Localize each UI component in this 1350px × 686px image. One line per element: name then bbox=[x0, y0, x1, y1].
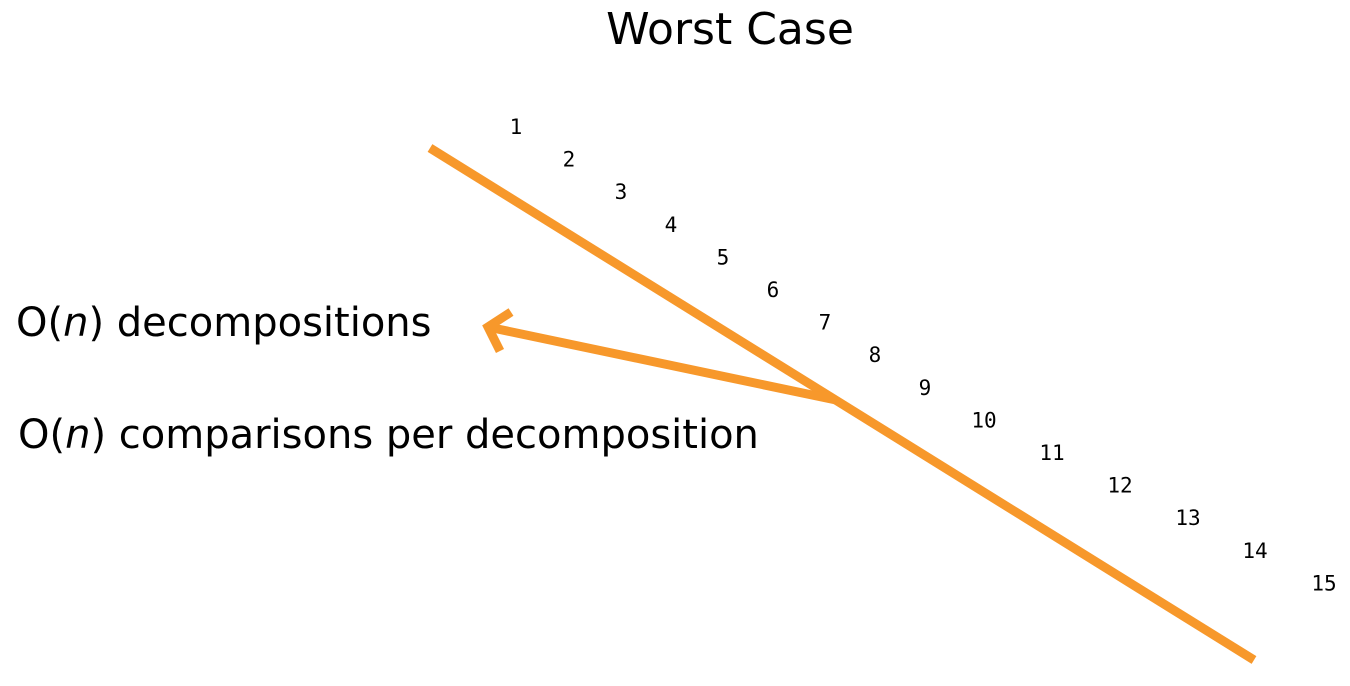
decompositions-variable: n bbox=[63, 300, 89, 346]
sequence-number: 6 bbox=[767, 278, 780, 302]
sequence-number: 11 bbox=[1039, 441, 1064, 465]
sequence-number: 9 bbox=[919, 376, 932, 400]
sequence-number: 4 bbox=[665, 213, 678, 237]
sequence-number: 5 bbox=[717, 245, 730, 269]
diagram-title: Worst Case bbox=[606, 4, 854, 55]
comparisons-suffix: ) comparisons per decomposition bbox=[90, 412, 759, 458]
decompositions-label: O(n) decompositions bbox=[16, 300, 431, 346]
sequence-number: 8 bbox=[869, 343, 882, 367]
sequence-number: 3 bbox=[615, 180, 628, 204]
arrow-shaft bbox=[487, 322, 837, 405]
sequence-number: 7 bbox=[819, 311, 832, 335]
comparisons-variable: n bbox=[65, 412, 91, 458]
decomposition-line bbox=[427, 144, 1257, 664]
decompositions-suffix: ) decompositions bbox=[88, 300, 432, 346]
sequence-number: 13 bbox=[1175, 506, 1200, 530]
sequence-number: 14 bbox=[1242, 539, 1267, 563]
sequence-number: 1 bbox=[510, 115, 523, 139]
comparisons-label: O(n) comparisons per decomposition bbox=[18, 412, 759, 458]
sequence-number: 12 bbox=[1107, 474, 1132, 498]
sequence-number: 10 bbox=[971, 408, 996, 432]
comparisons-prefix: O( bbox=[18, 412, 66, 458]
decompositions-prefix: O( bbox=[16, 300, 64, 346]
arrow-head-icon bbox=[482, 308, 514, 354]
sequence-number: 2 bbox=[563, 148, 576, 172]
sequence-number: 15 bbox=[1311, 571, 1336, 595]
